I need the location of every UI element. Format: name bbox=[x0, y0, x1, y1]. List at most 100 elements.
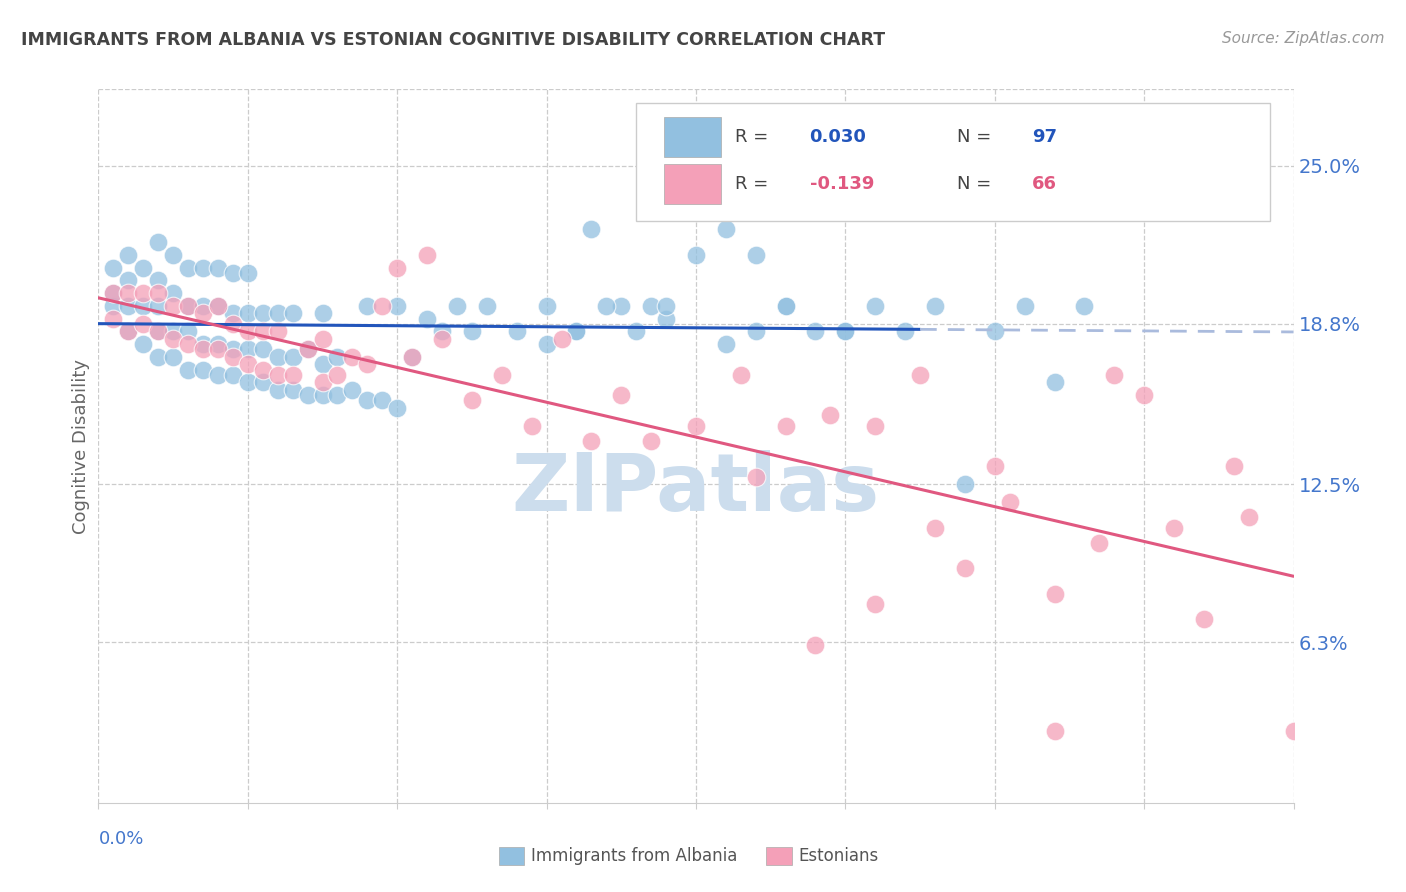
Point bbox=[191, 362, 214, 376]
Point bbox=[207, 368, 229, 382]
Point bbox=[1073, 299, 1095, 313]
Point bbox=[252, 362, 274, 376]
Point bbox=[491, 368, 513, 382]
Point bbox=[745, 469, 768, 483]
Point bbox=[1163, 520, 1185, 534]
Point bbox=[162, 324, 184, 338]
Point bbox=[385, 299, 409, 313]
Text: -0.139: -0.139 bbox=[810, 175, 875, 193]
Point bbox=[446, 299, 468, 313]
Point bbox=[685, 248, 707, 262]
Point bbox=[281, 350, 304, 364]
Point bbox=[148, 235, 170, 249]
Point bbox=[326, 350, 349, 364]
Point bbox=[430, 332, 453, 346]
Point bbox=[356, 393, 378, 408]
Point bbox=[191, 342, 214, 356]
Point bbox=[342, 350, 364, 364]
Point bbox=[207, 260, 229, 275]
Point bbox=[177, 362, 200, 376]
Point bbox=[1223, 459, 1246, 474]
Point bbox=[1088, 536, 1111, 550]
Point bbox=[132, 337, 155, 351]
Point bbox=[565, 324, 588, 338]
Point bbox=[162, 248, 184, 262]
Point bbox=[356, 358, 378, 372]
Point bbox=[297, 342, 319, 356]
Point bbox=[834, 324, 856, 338]
Point bbox=[804, 638, 827, 652]
Point bbox=[252, 342, 274, 356]
Point bbox=[311, 332, 333, 346]
Point bbox=[252, 306, 274, 320]
Point bbox=[775, 418, 797, 433]
Point bbox=[311, 376, 333, 390]
Point bbox=[550, 332, 572, 346]
Point bbox=[356, 299, 378, 313]
Point bbox=[207, 299, 229, 313]
Point bbox=[117, 299, 139, 313]
Point bbox=[132, 286, 155, 301]
Point bbox=[236, 324, 259, 338]
Point bbox=[222, 306, 245, 320]
Point bbox=[461, 393, 484, 408]
Point bbox=[536, 299, 558, 313]
Point bbox=[610, 388, 633, 402]
Point bbox=[162, 286, 184, 301]
Point bbox=[775, 299, 797, 313]
Point bbox=[222, 368, 245, 382]
Point bbox=[281, 306, 304, 320]
Point bbox=[267, 350, 290, 364]
Point bbox=[984, 459, 1007, 474]
Point bbox=[207, 299, 229, 313]
Text: 66: 66 bbox=[1032, 175, 1057, 193]
Point bbox=[326, 388, 349, 402]
Point bbox=[1043, 587, 1066, 601]
Point bbox=[236, 358, 259, 372]
Point bbox=[1104, 368, 1126, 382]
Point bbox=[311, 388, 333, 402]
Point bbox=[520, 418, 543, 433]
Y-axis label: Cognitive Disability: Cognitive Disability bbox=[72, 359, 90, 533]
Point bbox=[1043, 376, 1066, 390]
Point bbox=[565, 324, 588, 338]
Point bbox=[132, 299, 155, 313]
Point bbox=[401, 350, 423, 364]
Point bbox=[148, 324, 170, 338]
Point bbox=[117, 324, 139, 338]
Point bbox=[162, 350, 184, 364]
Point bbox=[267, 324, 290, 338]
Point bbox=[924, 299, 946, 313]
Text: Estonians: Estonians bbox=[799, 847, 879, 865]
Point bbox=[132, 260, 155, 275]
Point bbox=[371, 299, 394, 313]
Point bbox=[894, 324, 917, 338]
Point bbox=[581, 222, 603, 236]
Point bbox=[581, 434, 603, 448]
Point bbox=[610, 299, 633, 313]
FancyBboxPatch shape bbox=[637, 103, 1270, 221]
Point bbox=[103, 286, 125, 301]
Point bbox=[820, 409, 842, 423]
Point bbox=[117, 286, 139, 301]
Point bbox=[162, 299, 184, 313]
Point bbox=[626, 324, 648, 338]
Point bbox=[640, 299, 662, 313]
Point bbox=[685, 418, 707, 433]
Point bbox=[775, 299, 797, 313]
Point bbox=[385, 260, 409, 275]
Point bbox=[222, 342, 245, 356]
Point bbox=[1133, 388, 1156, 402]
Point bbox=[148, 273, 170, 287]
Bar bbox=[664, 118, 721, 157]
Point bbox=[191, 299, 214, 313]
Point bbox=[236, 306, 259, 320]
Point bbox=[401, 350, 423, 364]
Text: ZIPatlas: ZIPatlas bbox=[512, 450, 880, 528]
Point bbox=[908, 368, 931, 382]
Point bbox=[148, 324, 170, 338]
Point bbox=[117, 248, 139, 262]
Point bbox=[1043, 724, 1066, 739]
Point bbox=[311, 358, 333, 372]
Point bbox=[655, 299, 678, 313]
